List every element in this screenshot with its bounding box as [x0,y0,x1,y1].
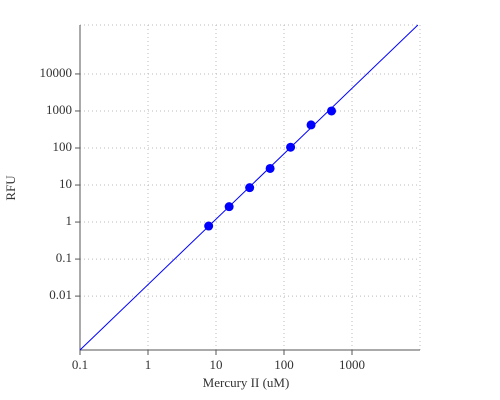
x-tick-label: 100 [274,357,294,372]
y-tick-label: 10000 [40,65,73,80]
point [245,183,255,193]
x-tick-label: 1000 [339,357,365,372]
y-axis-label: RFU [3,175,18,201]
y-tick-label: 100 [53,139,73,154]
y-tick-label: 0.01 [49,287,72,302]
fit-line [79,24,419,351]
point [306,120,316,130]
x-axis-label: Mercury II (uM) [203,375,290,390]
y-tick-label: 1000 [46,102,72,117]
y-tick-label: 1 [66,213,73,228]
x-tick-label: 0.1 [72,357,88,372]
x-tick-label: 10 [210,357,223,372]
y-tick-label: 0.1 [56,250,72,265]
x-tick-label: 1 [145,357,152,372]
point [265,163,275,173]
y-tick-label: 10 [59,176,72,191]
point [327,106,337,116]
